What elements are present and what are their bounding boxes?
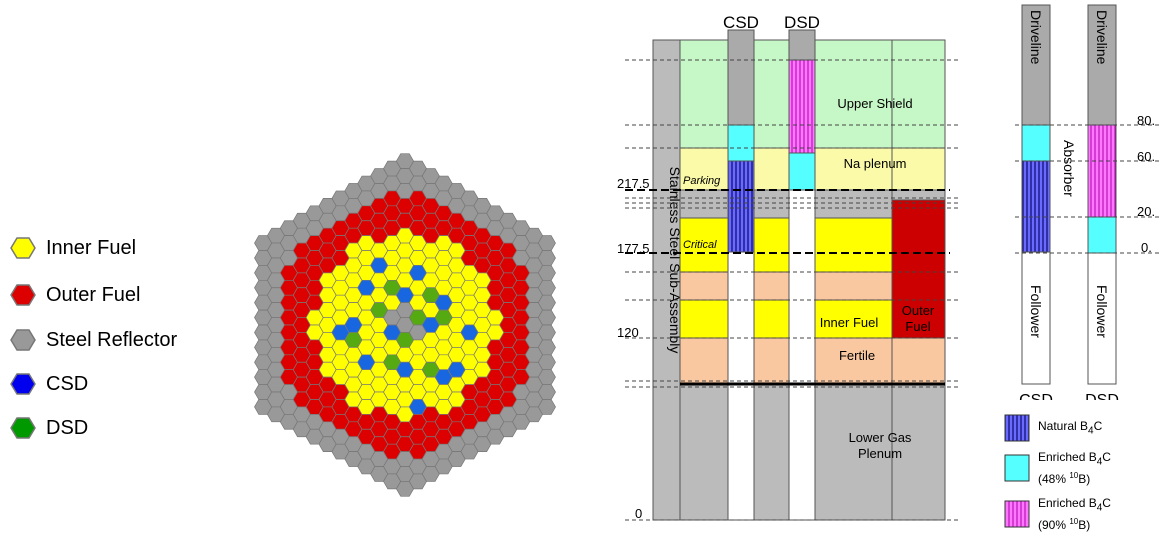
legend-dsd: DSD — [10, 416, 88, 440]
csd-driveline-label: Driveline — [1028, 10, 1044, 65]
rod-csd-driveline — [1021, 4, 1051, 126]
height-217-label: 217.5 — [617, 176, 650, 191]
dsd-driveline — [788, 29, 816, 61]
scale-0-label: 0. — [1141, 240, 1152, 255]
enriched90-after: C — [1102, 495, 1111, 510]
rod-csd-natural — [1021, 160, 1051, 253]
key-height-lines — [625, 189, 950, 254]
enriched48-text: Enriched B — [1038, 449, 1097, 464]
upper-shield-label: Upper Shield — [837, 96, 912, 111]
legend-csd: CSD — [10, 372, 88, 396]
rod-scale-lines — [1015, 124, 1160, 254]
enriched48-label: Enriched B4C (48% 10B) — [1038, 450, 1111, 486]
enriched90-line2: (90% — [1038, 518, 1070, 533]
legend-steel-reflector-label: Steel Reflector — [46, 328, 178, 351]
legend-steel-reflector: Steel Reflector — [10, 328, 177, 352]
top-dsd-label: DSD — [784, 13, 820, 32]
core-hex-cell — [537, 399, 556, 415]
legend-dsd-label: DSD — [46, 416, 89, 439]
rod-dsd-enriched90 — [1087, 124, 1117, 218]
lower-plenum-label-1: Lower Gas — [849, 430, 912, 445]
axial-layout: Stainless Steel Sub-Assembly — [617, 13, 960, 521]
csd-hex-icon — [10, 373, 36, 395]
reflector-hex-icon — [10, 329, 36, 351]
enriched48-sup: 10 — [1069, 471, 1079, 481]
dsd-follower-label: Follower — [1094, 285, 1110, 338]
enriched90-sub: 4 — [1096, 502, 1103, 514]
enriched90-sup: 10 — [1069, 517, 1079, 527]
enriched48-after: C — [1102, 449, 1111, 464]
csd-follower-label: Follower — [1028, 285, 1044, 338]
csd-follower-channel — [727, 251, 755, 521]
enriched90-text: Enriched B — [1038, 495, 1097, 510]
scale-20-label: 20. — [1137, 204, 1155, 219]
rod-csd-follower — [1021, 251, 1051, 385]
enriched48-swatch — [1004, 454, 1030, 482]
csd-driveline — [727, 29, 755, 126]
inner-fuel-label: Inner Fuel — [820, 315, 879, 330]
enriched48-line2: (48% — [1038, 472, 1070, 487]
dsd-driveline-label: Driveline — [1094, 10, 1110, 65]
outer-fuel-label-2: Fuel — [905, 319, 930, 334]
scale-80-label: 80. — [1137, 113, 1155, 128]
natural-b4c-label: Natural B4C — [1038, 419, 1102, 436]
critical-label: Critical — [683, 239, 717, 251]
na-plenum-label: Na plenum — [844, 156, 907, 171]
absorber-label: Absorber — [1061, 140, 1077, 197]
legend-enriched90: Enriched B4C (90% 10B) — [1004, 494, 1162, 534]
lower-plenum-label-2: Plenum — [858, 446, 902, 461]
enriched90-swatch — [1004, 500, 1030, 528]
legend-outer-fuel: Outer Fuel — [10, 283, 140, 307]
enriched90-line2-end: B) — [1078, 518, 1091, 533]
material-legend: Natural B4C Enriched B4C (48% 10B) Enric… — [1004, 412, 1162, 534]
outer-fuel-hex-icon — [10, 284, 36, 306]
csd-enriched-section — [727, 124, 755, 162]
csd-natural-section — [727, 160, 755, 253]
bottom-dsd-label: DSD — [1085, 392, 1119, 400]
control-rod-detail: Driveline Driveline Absorber Follower Fo… — [1015, 4, 1160, 400]
legend-inner-fuel-label: Inner Fuel — [46, 236, 137, 259]
parking-label: Parking — [683, 175, 721, 187]
height-120-label: 120 — [617, 325, 639, 340]
top-csd-label: CSD — [723, 13, 759, 32]
enriched48-sub: 4 — [1096, 456, 1103, 468]
outer-fuel-label-1: Outer — [902, 303, 935, 318]
rod-csd-enriched — [1021, 124, 1051, 162]
dsd-hex-icon — [10, 417, 36, 439]
natural-b4c-text: Natural B — [1038, 419, 1089, 434]
dsd-follower-channel — [788, 189, 816, 521]
height-177-label: 177.5 — [617, 241, 650, 256]
rod-dsd-driveline — [1087, 4, 1117, 126]
natural-b4c-sub: 4 — [1088, 425, 1094, 437]
dsd-enriched90-section — [788, 59, 816, 154]
rod-dsd-enriched48 — [1087, 216, 1117, 254]
inner-fuel-upper-region — [679, 217, 893, 273]
legend-natural-b4c: Natural B4C — [1004, 412, 1162, 444]
legend-enriched48: Enriched B4C (48% 10B) — [1004, 448, 1162, 488]
scale-60-label: 60. — [1137, 149, 1155, 164]
dsd-enriched48-section — [788, 152, 816, 191]
fertile-label: Fertile — [839, 348, 875, 363]
rod-dsd-follower — [1087, 252, 1117, 385]
height-0-label: 0 — [635, 506, 642, 521]
legend-csd-label: CSD — [46, 372, 89, 395]
legend-outer-fuel-label: Outer Fuel — [46, 283, 141, 306]
bottom-csd-label: CSD — [1019, 392, 1053, 400]
fertile-middle-region — [679, 271, 893, 301]
stainless-steel-column — [652, 39, 681, 521]
natural-b4c-swatch — [1004, 414, 1030, 442]
core-map — [254, 153, 556, 497]
legend-inner-fuel: Inner Fuel — [10, 236, 136, 260]
inner-fuel-hex-icon — [10, 237, 36, 259]
natural-b4c-after: C — [1093, 419, 1103, 434]
enriched48-line2-end: B) — [1078, 472, 1091, 487]
stainless-steel-label: Stainless Steel Sub-Assembly — [667, 167, 683, 354]
